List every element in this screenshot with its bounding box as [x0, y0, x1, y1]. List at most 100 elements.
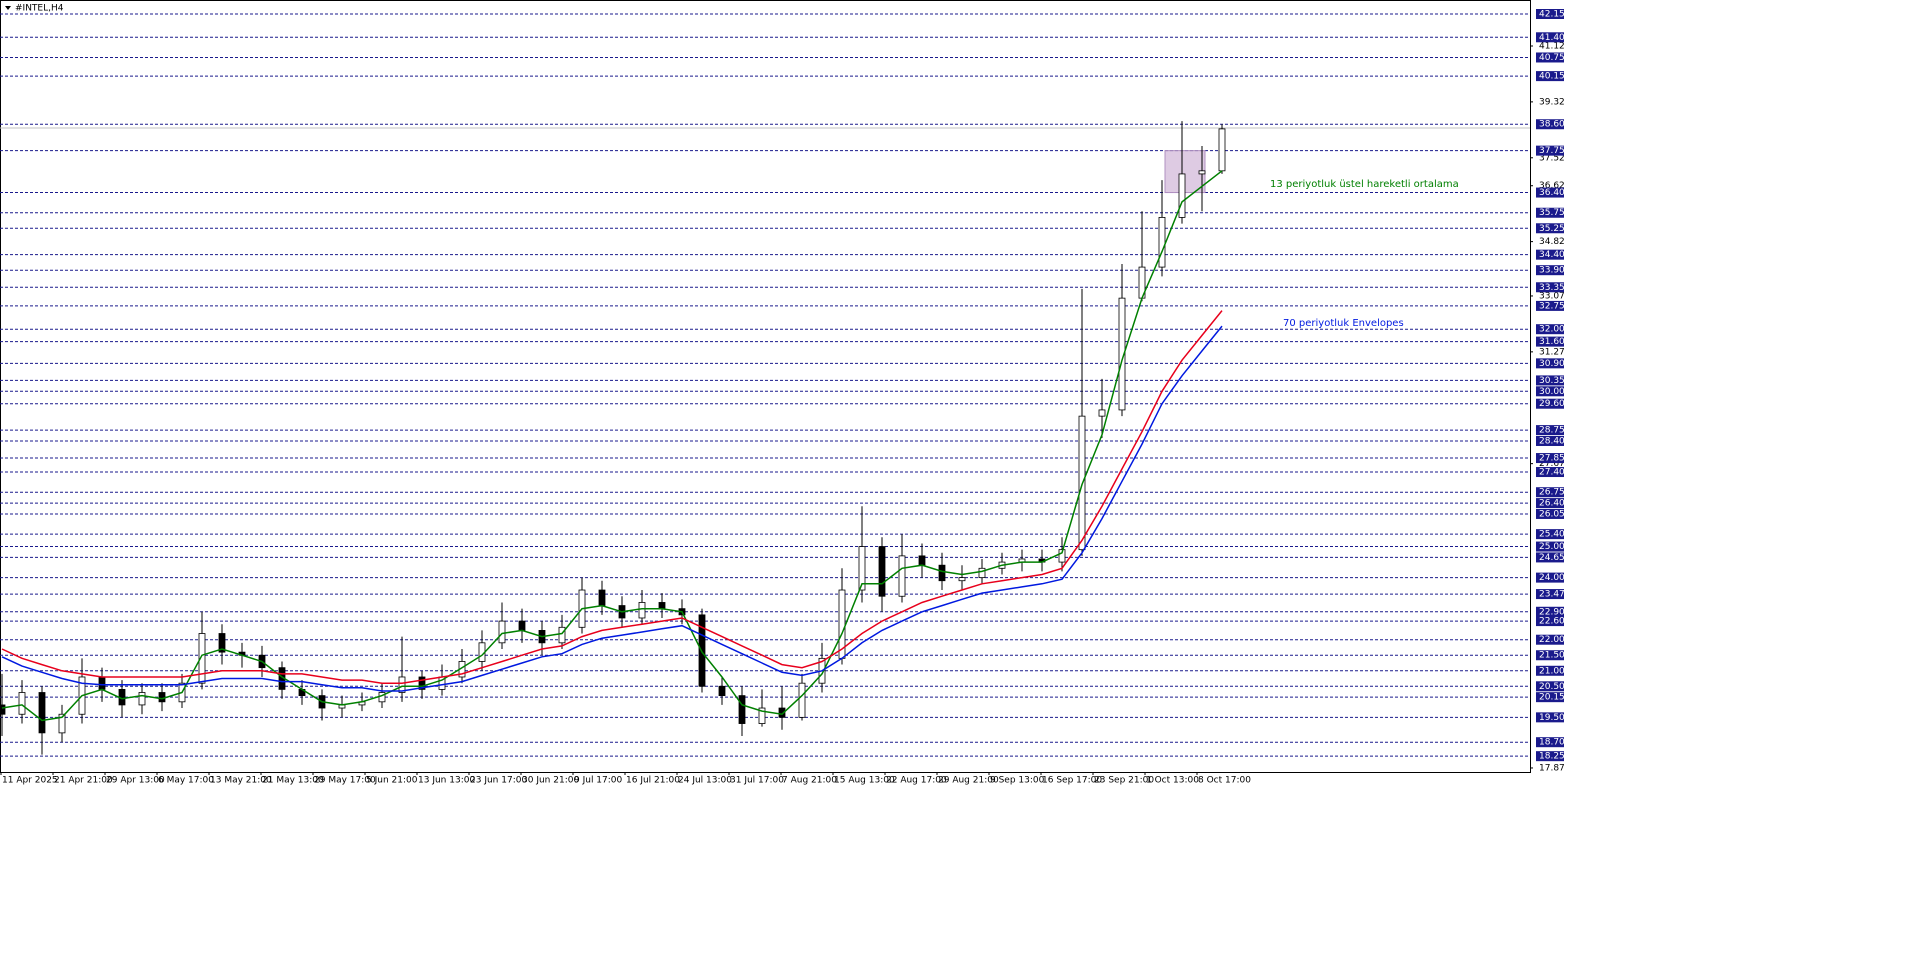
- level-label: 28.40: [1539, 436, 1565, 446]
- level-label: 25.00: [1539, 542, 1565, 552]
- candle-body: [58, 713, 66, 734]
- x-tick-label: 9 Sep 13:00: [990, 776, 1045, 786]
- level-label: 30.90: [1539, 359, 1565, 369]
- candle-body: [898, 555, 906, 597]
- x-tick-label: 21 Apr 21:00: [54, 776, 113, 786]
- level-label-box: [1536, 529, 1564, 540]
- level-label-box: [1536, 751, 1564, 762]
- candle-body: [778, 707, 786, 718]
- candle-body: [658, 602, 666, 610]
- level-label: 20.50: [1539, 682, 1565, 692]
- candle-body: [558, 626, 566, 644]
- candle-body: [0, 704, 6, 715]
- level-label-box: [1536, 358, 1564, 369]
- level-label-box: [1536, 249, 1564, 260]
- level-label-box: [1536, 508, 1564, 519]
- level-label: 31.60: [1539, 337, 1565, 347]
- x-tick-label: 29 Aug 21:00: [938, 776, 999, 786]
- level-label-box: [1536, 207, 1564, 218]
- level-label-box: [1536, 552, 1564, 563]
- level-label: 24.65: [1539, 553, 1565, 563]
- x-tick-label: 13 May 21:00: [210, 776, 272, 786]
- x-tick-label: 13 Jun 13:00: [418, 776, 475, 786]
- x-tick-label: 9 Jul 17:00: [574, 776, 623, 786]
- x-tick-label: 22 Aug 17:00: [886, 776, 947, 786]
- x-tick-label: 16 Sep 17:00: [1042, 776, 1102, 786]
- x-tick-label: 8 Oct 17:00: [1198, 776, 1251, 786]
- x-tick-label: 15 Aug 13:00: [834, 776, 895, 786]
- x-tick-label: 16 Jul 21:00: [626, 776, 680, 786]
- candle-body: [138, 692, 146, 706]
- level-label: 35.75: [1539, 208, 1565, 218]
- level-label: 34.40: [1539, 250, 1565, 260]
- level-label-box: [1536, 616, 1564, 627]
- y-tick-label: 27.67: [1539, 459, 1565, 469]
- annotation: 13 periyotluk üstel hareketli ortalama: [1270, 179, 1459, 190]
- candle-body: [498, 620, 506, 644]
- candle-body: [1178, 173, 1186, 218]
- level-label: 30.00: [1539, 387, 1565, 397]
- level-label-box: [1536, 336, 1564, 347]
- level-label-box: [1536, 572, 1564, 583]
- level-label: 26.40: [1539, 499, 1565, 509]
- level-label-box: [1536, 300, 1564, 311]
- candle-body: [758, 707, 766, 724]
- level-label: 18.70: [1539, 738, 1565, 748]
- level-label-box: [1536, 32, 1564, 43]
- level-label-box: [1536, 487, 1564, 498]
- level-label-box: [1536, 375, 1564, 386]
- y-tick-label: 34.82: [1539, 237, 1565, 247]
- candle-body: [718, 685, 726, 697]
- candle-body: [738, 695, 746, 724]
- candle-body: [878, 546, 886, 597]
- level-label: 21.50: [1539, 651, 1565, 661]
- level-label: 23.47: [1539, 590, 1565, 600]
- y-tick-label: 41.12: [1539, 41, 1565, 51]
- level-label: 42.15: [1539, 10, 1565, 20]
- level-label-box: [1536, 119, 1564, 130]
- level-label-box: [1536, 324, 1564, 335]
- level-label-box: [1536, 435, 1564, 446]
- candle-body: [1058, 549, 1066, 563]
- level-label-box: [1536, 453, 1564, 464]
- x-tick-label: 21 May 13:00: [262, 776, 324, 786]
- candle-body: [858, 546, 866, 591]
- x-tick-label: 7 Aug 21:00: [782, 776, 837, 786]
- level-label-box: [1536, 681, 1564, 692]
- level-label-box: [1536, 737, 1564, 748]
- level-label: 24.00: [1539, 573, 1565, 583]
- level-label: 26.05: [1539, 509, 1565, 519]
- level-label: 22.90: [1539, 607, 1565, 617]
- level-label: 36.40: [1539, 188, 1565, 198]
- x-tick-label: 1 Oct 13:00: [1146, 776, 1199, 786]
- candle-body: [1198, 170, 1206, 175]
- candle-body: [598, 589, 606, 606]
- x-tick-label: 23 Sep 21:00: [1094, 776, 1154, 786]
- level-label-box: [1536, 145, 1564, 156]
- level-label: 19.50: [1539, 713, 1565, 723]
- candle-body: [518, 620, 526, 631]
- level-label-box: [1536, 265, 1564, 276]
- level-label: 38.60: [1539, 120, 1565, 130]
- y-tick-label: 39.32: [1539, 97, 1565, 107]
- candle-body: [978, 567, 986, 579]
- candle-body: [1118, 297, 1126, 411]
- indicator-line: [1, 325, 1223, 692]
- level-label: 41.40: [1539, 33, 1565, 43]
- candle-body: [1098, 409, 1106, 417]
- candle-body: [798, 682, 806, 718]
- level-label: 26.75: [1539, 488, 1565, 498]
- x-tick-label: 11 Apr 2025: [2, 776, 58, 786]
- level-label: 22.60: [1539, 617, 1565, 627]
- level-label: 32.75: [1539, 301, 1565, 311]
- level-label: 37.75: [1539, 146, 1565, 156]
- level-label-box: [1536, 187, 1564, 198]
- x-tick-label: 31 Jul 17:00: [730, 776, 784, 786]
- x-tick-label: 30 Jun 21:00: [522, 776, 579, 786]
- level-label: 40.75: [1539, 53, 1565, 63]
- level-label-box: [1536, 223, 1564, 234]
- level-label: 29.60: [1539, 399, 1565, 409]
- level-label-box: [1536, 282, 1564, 293]
- level-label: 25.40: [1539, 530, 1565, 540]
